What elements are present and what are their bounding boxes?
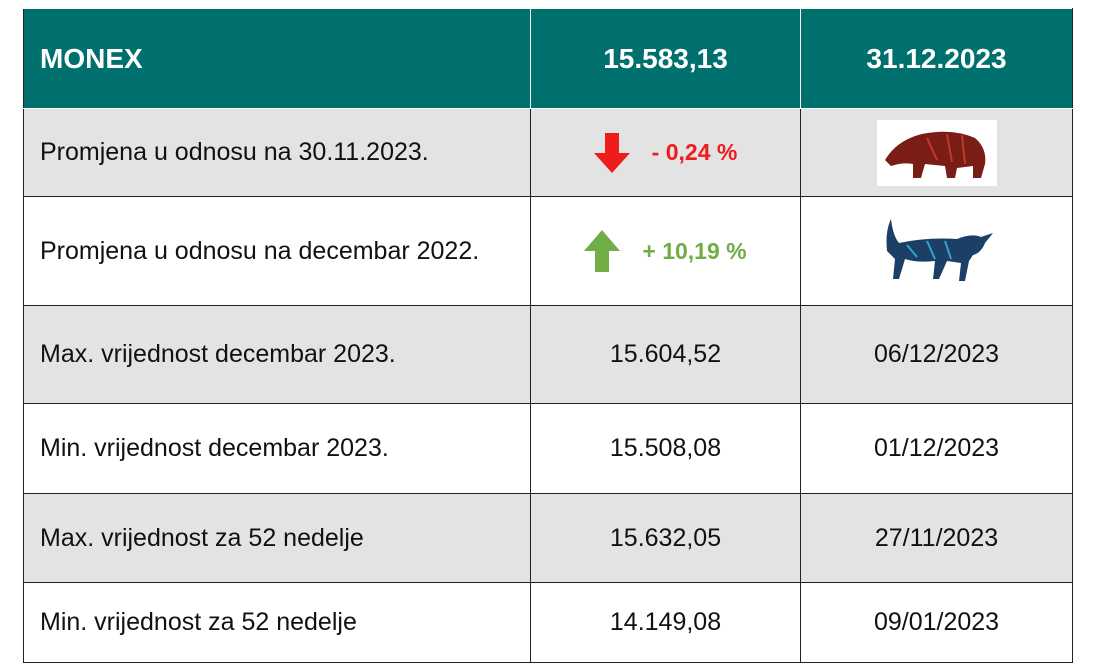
date-cell: 01/12/2023: [800, 403, 1073, 494]
date-cell: 06/12/2023: [800, 305, 1073, 404]
row-label: Max. vrijednost za 52 nedelje: [23, 493, 531, 583]
bull-cell: [800, 196, 1073, 306]
row-label: Promjena u odnosu na decembar 2022.: [23, 196, 531, 306]
change-value: - 0,24 %: [651, 139, 738, 165]
value-cell: 14.149,08: [530, 582, 801, 663]
value-cell: 15.632,05: [530, 493, 801, 583]
date-cell: 27/11/2023: [800, 493, 1073, 583]
header-cell: MONEX: [23, 8, 531, 109]
bear-cell: [800, 108, 1073, 197]
row-label: Max. vrijednost decembar 2023.: [23, 305, 531, 404]
down-arrow: [593, 132, 630, 173]
row: Promjena u odnosu na decembar 2022. + 10…: [23, 196, 1073, 306]
header-row: MONEX 15.583,13 31.12.2023: [23, 8, 1073, 109]
row-label: Min. vrijednost za 52 nedelje: [23, 582, 531, 663]
value-cell: 15.604,52: [530, 305, 801, 404]
bear-icon: [876, 119, 997, 186]
row: Promjena u odnosu na 30.11.2023. - 0,24 …: [23, 108, 1073, 197]
row-label: Min. vrijednost decembar 2023.: [23, 403, 531, 494]
row: Min. vrijednost za 52 nedelje 14.149,08 …: [23, 582, 1073, 663]
date-cell: 09/01/2023: [800, 582, 1073, 663]
row-label: Promjena u odnosu na 30.11.2023.: [23, 108, 531, 197]
header-cell: 15.583,13: [530, 8, 801, 109]
row: Min. vrijednost decembar 2023. 15.508,08…: [23, 403, 1073, 494]
row: Max. vrijednost decembar 2023. 15.604,52…: [23, 305, 1073, 404]
up-arrow: [584, 230, 621, 272]
change-cell: - 0,24 %: [530, 108, 801, 197]
row: Max. vrijednost za 52 nedelje 15.632,05 …: [23, 493, 1073, 583]
monex-table: MONEX 15.583,13 31.12.2023 Promjena u od…: [23, 8, 1073, 663]
value-cell: 15.508,08: [530, 403, 801, 494]
header-cell: 31.12.2023: [800, 8, 1073, 109]
change-cell: + 10,19 %: [530, 196, 801, 306]
change-value: + 10,19 %: [642, 237, 747, 264]
bull-icon: [886, 219, 993, 281]
